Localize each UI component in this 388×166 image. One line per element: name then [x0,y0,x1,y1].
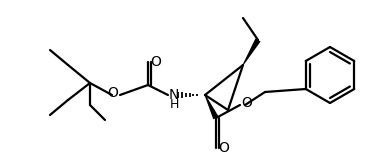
Text: O: O [242,96,253,110]
Text: H: H [169,97,179,111]
Text: N: N [169,88,179,102]
Text: O: O [107,86,118,100]
Polygon shape [242,39,261,65]
Text: O: O [218,141,229,155]
Text: O: O [151,55,161,69]
Polygon shape [204,95,219,119]
